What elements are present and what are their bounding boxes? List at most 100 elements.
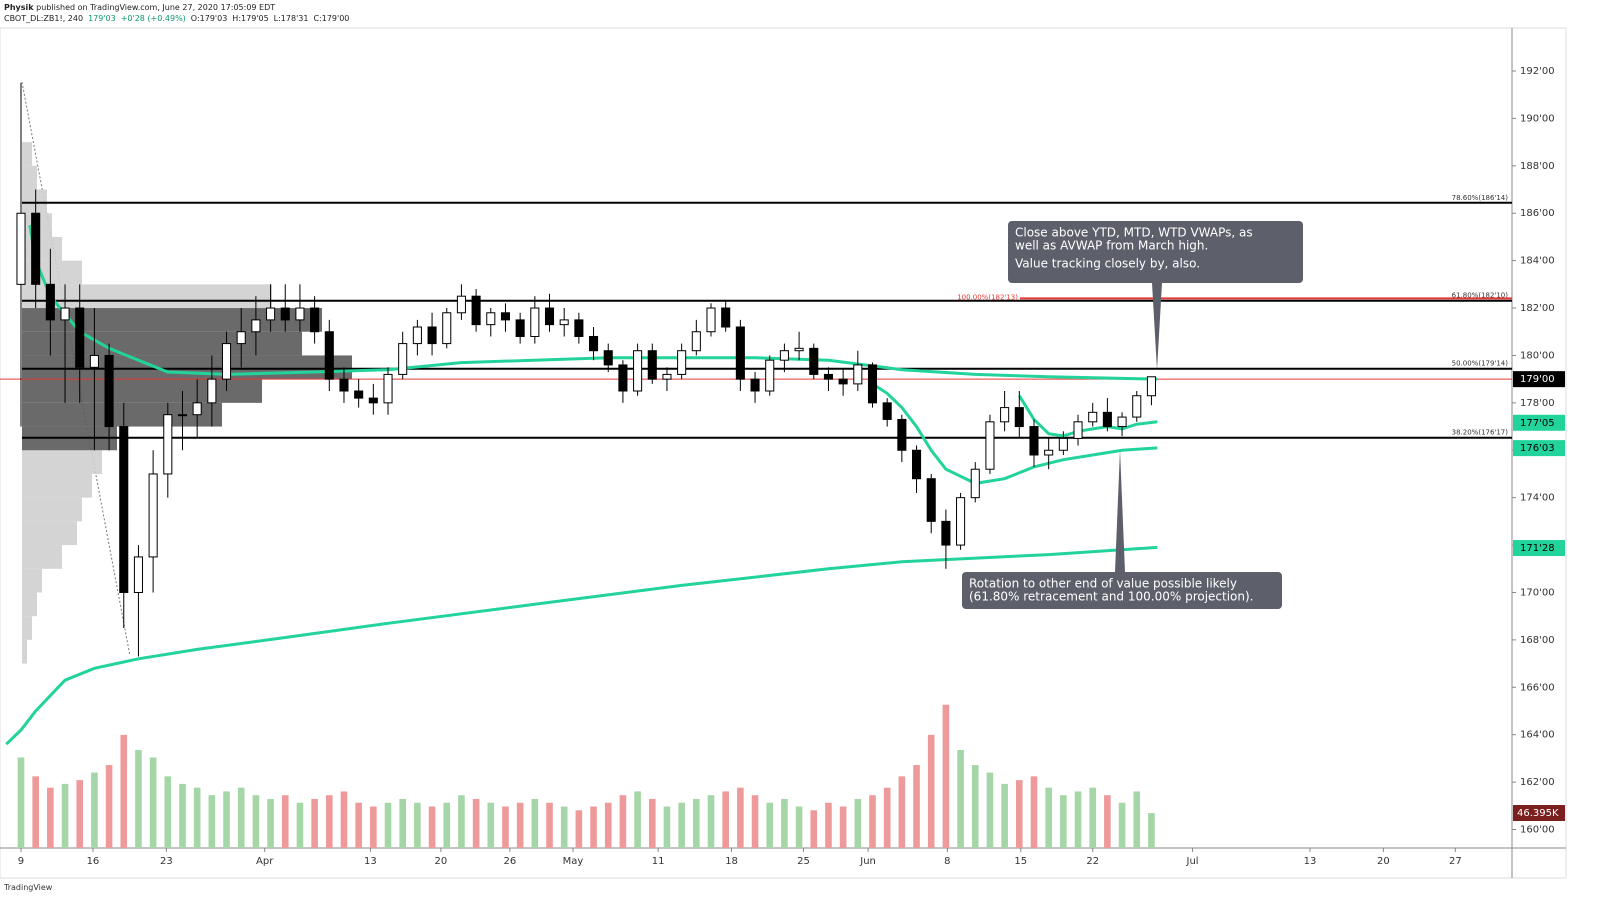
volume-bar [854, 798, 862, 848]
candle-body [324, 331, 334, 380]
volume-bar [1001, 783, 1008, 848]
volume-bar [839, 806, 847, 848]
volume-bar [575, 810, 583, 848]
x-tick-label: Jun [859, 856, 876, 867]
candle-body [779, 350, 789, 361]
volume-bar [883, 787, 891, 848]
candle-body [354, 390, 364, 399]
candle-body [89, 354, 99, 368]
volume-bar [898, 776, 906, 848]
candle-body [266, 307, 276, 321]
volume-bar [1104, 795, 1111, 848]
x-tick-label: 18 [725, 856, 738, 867]
volume-bar [458, 795, 465, 848]
volume-bar [208, 795, 216, 848]
candle-body [1132, 395, 1142, 418]
candle-body [867, 364, 878, 404]
volume-bar [590, 806, 597, 848]
candle-body [970, 468, 980, 499]
candle-body [530, 307, 540, 337]
volume-bar [913, 765, 920, 848]
candle-body [177, 414, 188, 417]
volume-bar [810, 810, 818, 848]
y-tick-label: 168'00 [1520, 635, 1555, 646]
footer: TradingView [4, 883, 53, 892]
x-tick-label: 20 [435, 856, 448, 867]
volume-bar [766, 802, 774, 848]
volume-bar [604, 802, 612, 848]
candle-body [412, 326, 422, 345]
candle-body [618, 364, 628, 392]
x-tick-label: 15 [1014, 856, 1027, 867]
volume-bar [707, 795, 715, 848]
candle-body [941, 520, 951, 546]
candle-body [897, 418, 907, 451]
x-tick-label: 20 [1377, 856, 1390, 867]
volume-bar [399, 798, 407, 848]
candle-body [236, 331, 246, 345]
volume-bar [795, 806, 803, 848]
candle-body [456, 295, 466, 314]
candle-body [133, 556, 143, 593]
volume-bar [61, 783, 69, 848]
volume-bar [179, 783, 186, 848]
candle-body [794, 347, 804, 352]
volume-bar [1045, 787, 1052, 848]
price-label-box [1513, 540, 1565, 557]
candle-body [119, 426, 129, 593]
price-label: 171'28 [1520, 543, 1555, 554]
candle-body [1102, 411, 1112, 428]
volume-bar [325, 795, 333, 848]
volume-bar [267, 798, 274, 848]
candle-body [310, 307, 320, 333]
x-tick-label: 13 [1304, 856, 1317, 867]
candle-body [383, 373, 393, 404]
volume-bar [428, 806, 436, 848]
volume-bar [223, 791, 230, 848]
profile-bar [22, 568, 42, 593]
open: O:179'03 [190, 14, 228, 23]
volume-bar [105, 765, 113, 848]
y-tick-label: 180'00 [1520, 350, 1555, 361]
y-tick-label: 182'00 [1520, 303, 1555, 314]
volume-bar [340, 791, 348, 848]
volume-bar [370, 806, 377, 848]
profile-bar [22, 639, 27, 664]
candle-body [956, 497, 966, 546]
candle-body [471, 295, 481, 326]
y-tick-label: 184'00 [1520, 256, 1555, 267]
profile-bar [22, 355, 352, 380]
volume-bar [1118, 802, 1126, 848]
symbol-line: CBOT_DL:ZB1!, 240 179'03 +0'28 (+0.49%) O:1… [4, 13, 354, 24]
candle-body [148, 473, 158, 558]
volume-bar [751, 795, 759, 848]
volume-bar [252, 795, 260, 848]
fib-label: 38.20%(176'17) [1452, 429, 1509, 437]
candle-body [765, 359, 775, 392]
callout-pointer [1115, 450, 1125, 572]
x-tick-label: 13 [364, 856, 377, 867]
volume-bar [296, 802, 304, 848]
price-label-box [1513, 371, 1565, 388]
x-tick-label: 22 [1086, 856, 1099, 867]
candle-body [823, 373, 833, 380]
volume-bar [1030, 776, 1038, 848]
price-label: 179'00 [1520, 374, 1555, 385]
publish-line: Physik published on TradingView.com, Jun… [4, 2, 354, 13]
fib-label: 61.80%(182'10) [1452, 292, 1509, 300]
profile-bar [22, 142, 32, 166]
candle-body [45, 283, 55, 321]
published: published on TradingView.com, June 27, 2… [36, 3, 276, 12]
profile-bar [22, 450, 102, 474]
volume-bar [17, 757, 25, 848]
candle-body [544, 307, 555, 326]
callout-text: well as AVWAP from March high. [1015, 239, 1208, 253]
volume-bar [1074, 791, 1082, 848]
price-label: 176'03 [1520, 443, 1555, 454]
chart-frame [0, 27, 1567, 879]
volume-bar [1133, 791, 1141, 848]
candle-body [559, 319, 569, 326]
candle-body [603, 350, 613, 366]
candle-body [985, 421, 995, 470]
candle-body [368, 397, 378, 404]
